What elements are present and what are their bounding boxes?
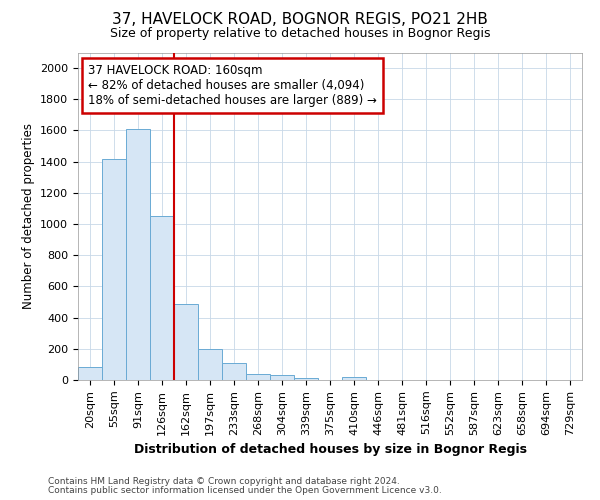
Text: Size of property relative to detached houses in Bognor Regis: Size of property relative to detached ho… — [110, 28, 490, 40]
Text: 37, HAVELOCK ROAD, BOGNOR REGIS, PO21 2HB: 37, HAVELOCK ROAD, BOGNOR REGIS, PO21 2H… — [112, 12, 488, 28]
Bar — [150, 216, 174, 380]
Bar — [198, 349, 222, 380]
Bar — [270, 376, 294, 380]
Bar — [342, 377, 366, 380]
Text: 37 HAVELOCK ROAD: 160sqm
← 82% of detached houses are smaller (4,094)
18% of sem: 37 HAVELOCK ROAD: 160sqm ← 82% of detach… — [88, 64, 377, 107]
X-axis label: Distribution of detached houses by size in Bognor Regis: Distribution of detached houses by size … — [133, 443, 527, 456]
Bar — [294, 378, 318, 380]
Y-axis label: Number of detached properties: Number of detached properties — [22, 123, 35, 309]
Bar — [78, 366, 102, 380]
Text: Contains HM Land Registry data © Crown copyright and database right 2024.: Contains HM Land Registry data © Crown c… — [48, 477, 400, 486]
Text: Contains public sector information licensed under the Open Government Licence v3: Contains public sector information licen… — [48, 486, 442, 495]
Bar — [246, 374, 270, 380]
Bar — [126, 129, 150, 380]
Bar — [102, 160, 126, 380]
Bar — [174, 304, 198, 380]
Bar — [222, 363, 246, 380]
